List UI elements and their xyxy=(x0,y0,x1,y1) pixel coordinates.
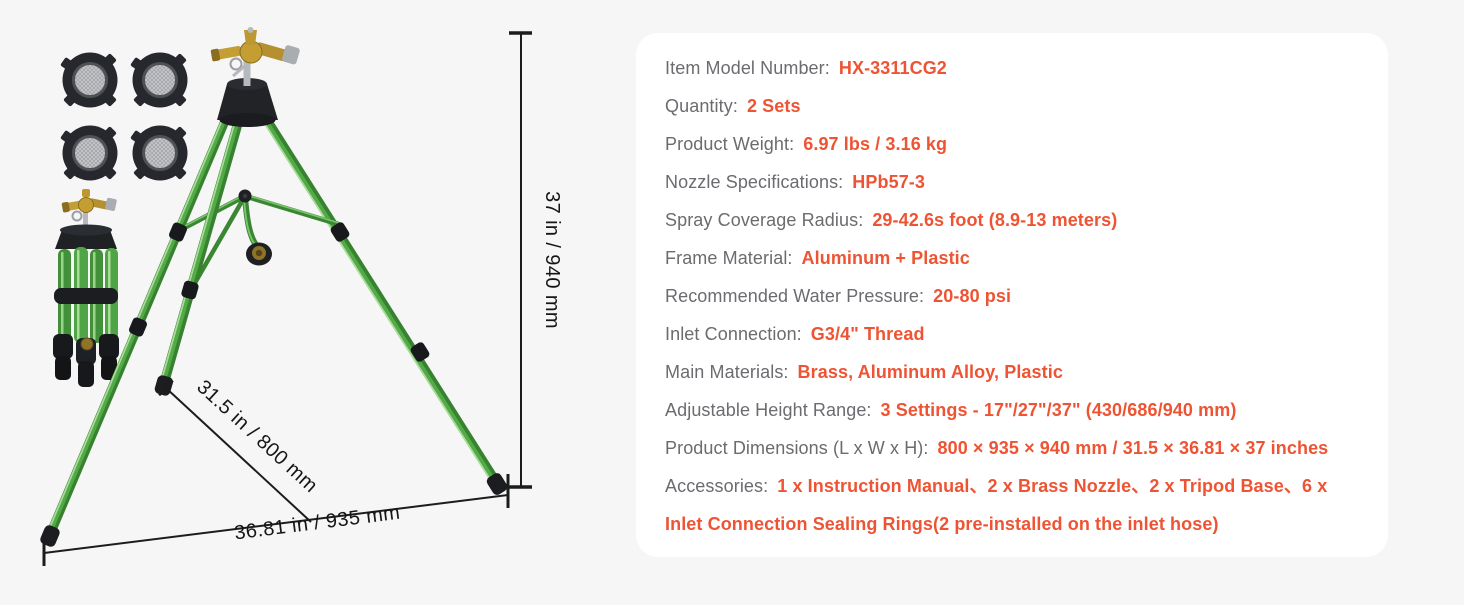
spec-row-nozzle-specifications: Nozzle Specifications: HPb57-3 xyxy=(665,163,1368,201)
dimension-diagonal-label: 31.5 in / 800 mm xyxy=(192,376,321,497)
spec-value: 29-42.6s foot (8.9-13 meters) xyxy=(872,210,1118,230)
spec-value: Aluminum + Plastic xyxy=(801,248,970,268)
dimension-height-label: 37 in / 940 mm xyxy=(541,191,563,329)
spec-row-item-model-number: Item Model Number: HX-3311CG2 xyxy=(665,49,1368,87)
spec-label: Frame Material: xyxy=(665,248,793,268)
spec-label: Product Dimensions (L x W x H): xyxy=(665,438,929,458)
spec-label: Spray Coverage Radius: xyxy=(665,210,864,230)
folded-tripod-image xyxy=(53,189,119,387)
spec-value: 2 Sets xyxy=(746,96,801,116)
spec-value: HPb57-3 xyxy=(852,172,926,192)
spec-value: 3 Settings - 17"/27"/37" (430/686/940 mm… xyxy=(880,400,1237,420)
spec-value: 800 × 935 × 940 mm / 31.5 × 36.81 × 37 i… xyxy=(937,438,1329,458)
spec-value: 6.97 lbs / 3.16 kg xyxy=(803,134,948,154)
sprinkler-head xyxy=(210,27,300,86)
spec-label: Quantity: xyxy=(665,96,738,116)
diagonal-dimension xyxy=(158,379,312,523)
spec-row-recommended-water-pressure: Recommended Water Pressure: 20-80 psi xyxy=(665,277,1368,315)
product-diagram-panel: 37 in / 940 mm 36.81 in / 935 mm 31.5 in… xyxy=(0,0,636,600)
spec-label: Accessories: xyxy=(665,476,769,496)
spec-row-product-dimensions: Product Dimensions (L x W x H): 800 × 935… xyxy=(665,429,1368,467)
spec-label: Product Weight: xyxy=(665,134,795,154)
width-dimension xyxy=(42,474,510,566)
height-dimension xyxy=(509,31,532,489)
spec-value: Brass, Aluminum Alloy, Plastic xyxy=(797,362,1063,382)
spec-row-product-weight: Product Weight: 6.97 lbs / 3.16 kg xyxy=(665,125,1368,163)
sealing-washers-image xyxy=(60,52,188,181)
product-diagram: 37 in / 940 mm 36.81 in / 935 mm 31.5 in… xyxy=(40,27,563,566)
spec-value: 1 x Instruction Manual、2 x Brass Nozzle、… xyxy=(665,476,1328,534)
spec-label: Nozzle Specifications: xyxy=(665,172,844,192)
main-tripod-image xyxy=(40,27,508,547)
spec-value: G3/4" Thread xyxy=(810,324,925,344)
spec-row-inlet-connection: Inlet Connection: G3/4" Thread xyxy=(665,315,1368,353)
spec-row-frame-material: Frame Material: Aluminum + Plastic xyxy=(665,239,1368,277)
spec-value: HX-3311CG2 xyxy=(838,58,947,78)
spec-value: 20-80 psi xyxy=(933,286,1012,306)
spec-label: Item Model Number: xyxy=(665,58,830,78)
spec-card: Item Model Number: HX-3311CG2 Quantity: 2 … xyxy=(636,33,1388,557)
spec-row-quantity: Quantity: 2 Sets xyxy=(665,87,1368,125)
spec-row-adjustable-height-range: Adjustable Height Range: 3 Settings - 17"… xyxy=(665,391,1368,429)
spec-label: Inlet Connection: xyxy=(665,324,802,344)
spec-row-spray-coverage-radius: Spray Coverage Radius: 29-42.6s foot (8.9… xyxy=(665,201,1368,239)
dimension-width-label: 36.81 in / 935 mm xyxy=(233,502,401,545)
spec-row-main-materials: Main Materials: Brass, Aluminum Alloy, Pl… xyxy=(665,353,1368,391)
spec-label: Adjustable Height Range: xyxy=(665,400,872,420)
spec-label: Main Materials: xyxy=(665,362,789,382)
spec-label: Recommended Water Pressure: xyxy=(665,286,925,306)
spec-row-accessories: Accessories: 1 x Instruction Manual、2 x B… xyxy=(665,467,1368,543)
